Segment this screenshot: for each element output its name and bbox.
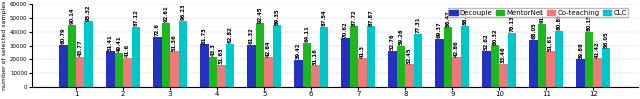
Bar (555, 31, 563, 87)
Bar (225, 44, 234, 87)
Bar (452, 57, 461, 87)
Text: 51.36: 51.36 (172, 34, 177, 51)
Text: 60.32: 60.32 (493, 28, 498, 45)
Text: 32.45: 32.45 (407, 47, 412, 64)
Text: 61.73: 61.73 (202, 27, 207, 44)
Bar (529, 40, 538, 87)
Bar (350, 26, 358, 87)
Text: 87.54: 87.54 (321, 9, 326, 26)
Text: 41.6: 41.6 (125, 44, 130, 58)
Text: 88.16: 88.16 (463, 9, 467, 25)
Bar (162, 23, 170, 87)
Bar (577, 59, 585, 87)
Bar (311, 65, 319, 87)
Bar (209, 57, 217, 87)
Bar (499, 64, 508, 87)
Text: 52.62: 52.62 (484, 33, 489, 50)
Bar (115, 53, 123, 87)
Bar (247, 45, 256, 87)
Text: 87.72: 87.72 (351, 9, 356, 26)
Text: 42.64: 42.64 (266, 40, 271, 57)
Bar (294, 60, 303, 87)
Bar (547, 51, 555, 87)
Text: 43.3: 43.3 (211, 43, 216, 56)
Bar (413, 34, 422, 87)
Bar (461, 26, 469, 87)
Text: 31.16: 31.16 (313, 48, 318, 65)
Text: 61.32: 61.32 (249, 27, 254, 44)
Text: 64.11: 64.11 (305, 25, 310, 42)
Text: 91.6: 91.6 (540, 10, 545, 23)
Bar (217, 65, 225, 87)
Bar (491, 45, 499, 87)
Text: 77.31: 77.31 (415, 16, 420, 33)
Bar (593, 58, 602, 87)
Y-axis label: number of selected samples: number of selected samples (2, 1, 7, 90)
Bar (303, 43, 311, 87)
Text: 90.14: 90.14 (69, 8, 74, 24)
Text: 51.61: 51.61 (548, 34, 553, 51)
Bar (538, 24, 547, 87)
Bar (405, 64, 413, 87)
Bar (200, 44, 209, 87)
Text: 96.23: 96.23 (180, 3, 186, 20)
Text: 41.3: 41.3 (360, 45, 365, 58)
Bar (367, 26, 375, 87)
Text: 80.15: 80.15 (587, 14, 592, 31)
Bar (256, 23, 264, 87)
Bar (319, 27, 328, 87)
Bar (106, 51, 115, 87)
Text: 41.42: 41.42 (595, 41, 600, 58)
Bar (84, 21, 93, 87)
Text: 56.05: 56.05 (604, 31, 609, 48)
Bar (435, 39, 444, 87)
Text: 89.35: 89.35 (275, 8, 280, 25)
Text: 86.42: 86.42 (445, 10, 451, 27)
Bar (602, 48, 611, 87)
Text: 51.41: 51.41 (108, 34, 113, 51)
Bar (264, 57, 273, 87)
Bar (358, 58, 367, 87)
Bar (59, 45, 68, 87)
Text: 39.88: 39.88 (578, 42, 583, 59)
Text: 95.32: 95.32 (86, 4, 92, 21)
Bar (508, 33, 516, 87)
Bar (170, 51, 179, 87)
Bar (132, 27, 140, 87)
Text: 72.6: 72.6 (155, 23, 160, 36)
Text: 49.41: 49.41 (116, 35, 122, 52)
Text: 80.89: 80.89 (557, 14, 561, 30)
Text: 69.37: 69.37 (437, 22, 442, 38)
Text: 62.82: 62.82 (227, 26, 232, 43)
Text: 59.26: 59.26 (399, 29, 404, 45)
Text: 92.61: 92.61 (163, 6, 168, 22)
Bar (273, 25, 281, 87)
Text: 33.46: 33.46 (501, 46, 506, 63)
Text: 87.87: 87.87 (369, 9, 373, 26)
Text: 60.79: 60.79 (61, 28, 66, 44)
Text: 87.12: 87.12 (133, 9, 138, 26)
Bar (483, 51, 491, 87)
Text: 68.05: 68.05 (531, 23, 536, 39)
Text: 39.42: 39.42 (296, 42, 301, 59)
Text: 70.62: 70.62 (343, 21, 348, 38)
Text: 52.76: 52.76 (390, 33, 395, 50)
Text: 42.86: 42.86 (454, 40, 459, 57)
Text: 78.13: 78.13 (509, 16, 515, 32)
Bar (68, 25, 76, 87)
Text: 31.63: 31.63 (219, 48, 224, 64)
Bar (341, 38, 350, 87)
Bar (76, 57, 84, 87)
Bar (179, 21, 187, 87)
Bar (397, 46, 405, 87)
Bar (153, 37, 162, 87)
Text: 43.77: 43.77 (77, 40, 83, 56)
Bar (585, 32, 593, 87)
Bar (444, 27, 452, 87)
Bar (388, 50, 397, 87)
Text: 92.45: 92.45 (257, 6, 262, 23)
Bar (123, 58, 132, 87)
Legend: Decouple, MentorNet, Co-teaching, CLC: Decouple, MentorNet, Co-teaching, CLC (448, 8, 628, 17)
